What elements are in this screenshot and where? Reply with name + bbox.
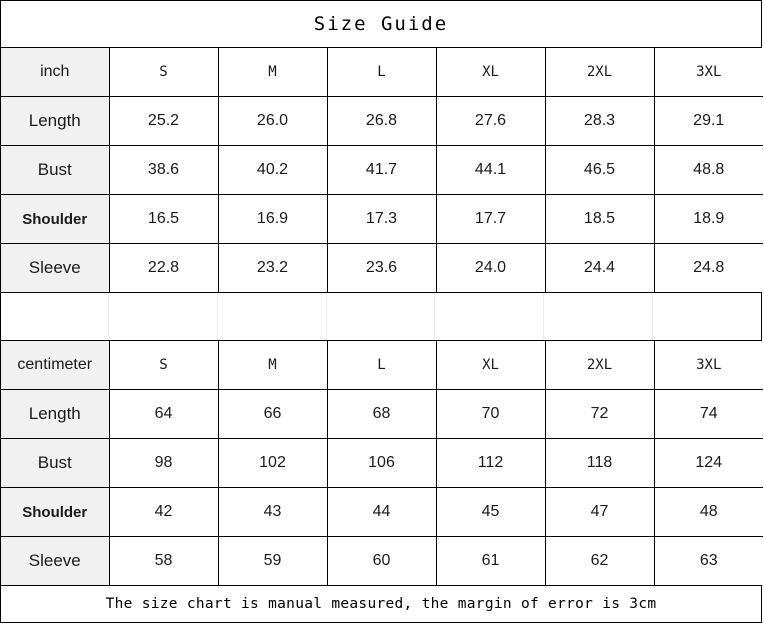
measurement-cell: 60 xyxy=(327,536,437,585)
table-row: Bust 38.6 40.2 41.7 44.1 46.5 48.8 xyxy=(1,145,763,195)
measurement-cell: 24.4 xyxy=(545,243,655,292)
inch-table-body: inch S M L XL 2XL 3XL Length 25.2 26.0 26.8 27.6 28.… xyxy=(1,48,763,292)
table-header-row: centimeter S M L XL 2XL 3XL xyxy=(1,341,763,390)
measurement-cell: 38.6 xyxy=(109,145,219,195)
row-label-shoulder: Shoulder xyxy=(1,487,110,537)
centimeter-table-body: centimeter S M L XL 2XL 3XL Length 64 66 68 70 72 74 B… xyxy=(1,341,763,585)
measurement-cell: 45 xyxy=(436,487,546,537)
row-label-sleeve: Sleeve xyxy=(1,536,110,585)
measurement-cell: 24.8 xyxy=(654,243,763,292)
measurement-cell: 64 xyxy=(109,389,219,439)
measurement-cell: 17.3 xyxy=(327,194,437,244)
row-label-sleeve: Sleeve xyxy=(1,243,110,292)
measurement-cell: 41.7 xyxy=(327,145,437,195)
centimeter-size-table: centimeter S M L XL 2XL 3XL Length 64 66 68 70 72 74 B… xyxy=(1,341,763,585)
measurement-cell: 98 xyxy=(109,438,219,488)
measurement-cell: 118 xyxy=(545,438,655,488)
measurement-cell: 18.9 xyxy=(654,194,763,244)
measurement-cell: 43 xyxy=(218,487,328,537)
measurement-cell: 29.1 xyxy=(654,96,763,146)
footer-note-row: The size chart is manual measured, the m… xyxy=(1,586,761,622)
measurement-cell: 70 xyxy=(436,389,546,439)
spacer-cell xyxy=(653,293,761,340)
measurement-cell: 28.3 xyxy=(545,96,655,146)
size-header-l: L xyxy=(327,341,437,390)
measurement-cell: 46.5 xyxy=(545,145,655,195)
measurement-cell: 17.7 xyxy=(436,194,546,244)
row-label-bust: Bust xyxy=(1,438,110,488)
measurement-cell: 16.9 xyxy=(218,194,328,244)
measurement-cell: 62 xyxy=(545,536,655,585)
spacer-cell xyxy=(544,293,654,340)
page-title: Size Guide xyxy=(313,13,449,35)
size-header-3xl: 3XL xyxy=(654,341,763,390)
spacer-cell xyxy=(1,293,109,340)
table-row: Length 64 66 68 70 72 74 xyxy=(1,389,763,439)
centimeter-table-block: centimeter S M L XL 2XL 3XL Length 64 66 68 70 72 74 B… xyxy=(1,341,763,586)
measurement-cell: 22.8 xyxy=(109,243,219,292)
measurement-cell: 63 xyxy=(654,536,763,585)
table-row: Sleeve 22.8 23.2 23.6 24.0 24.4 24.8 xyxy=(1,243,763,292)
measurement-cell: 16.5 xyxy=(109,194,219,244)
measurement-cell: 68 xyxy=(327,389,437,439)
measurement-cell: 48 xyxy=(654,487,763,537)
table-header-row: inch S M L XL 2XL 3XL xyxy=(1,48,763,97)
measurement-cell: 25.2 xyxy=(109,96,219,146)
measurement-cell: 61 xyxy=(436,536,546,585)
spacer-cell xyxy=(435,293,545,340)
measurement-cell: 26.0 xyxy=(218,96,328,146)
measurement-cell: 24.0 xyxy=(436,243,546,292)
measurement-cell: 58 xyxy=(109,536,219,585)
table-spacer-row xyxy=(1,293,761,341)
size-header-m: M xyxy=(218,48,328,97)
measurement-cell: 66 xyxy=(218,389,328,439)
spacer-cell xyxy=(327,293,436,340)
measurement-cell: 18.5 xyxy=(545,194,655,244)
row-label-bust: Bust xyxy=(1,145,110,195)
table-row: Sleeve 58 59 60 61 62 63 xyxy=(1,536,763,585)
spacer-cell xyxy=(109,293,218,340)
measurement-cell: 40.2 xyxy=(218,145,328,195)
table-row: Shoulder 42 43 44 45 47 48 xyxy=(1,487,763,537)
row-label-length: Length xyxy=(1,389,110,439)
measurement-cell: 48.8 xyxy=(654,145,763,195)
table-row: Length 25.2 26.0 26.8 27.6 28.3 29.1 xyxy=(1,96,763,146)
measurement-cell: 26.8 xyxy=(327,96,437,146)
measurement-cell: 44.1 xyxy=(436,145,546,195)
size-header-3xl: 3XL xyxy=(654,48,763,97)
measurement-cell: 23.6 xyxy=(327,243,437,292)
measurement-cell: 102 xyxy=(218,438,328,488)
size-header-xl: XL xyxy=(436,48,546,97)
size-guide-title-row: Size Guide xyxy=(1,1,761,48)
size-header-xl: XL xyxy=(436,341,546,390)
size-header-l: L xyxy=(327,48,437,97)
table-row: Shoulder 16.5 16.9 17.3 17.7 18.5 18.9 xyxy=(1,194,763,244)
table-row: Bust 98 102 106 112 118 124 xyxy=(1,438,763,488)
measurement-disclaimer: The size chart is manual measured, the m… xyxy=(105,596,657,612)
unit-header-centimeter: centimeter xyxy=(1,341,110,390)
inch-table-block: inch S M L XL 2XL 3XL Length 25.2 26.0 26.8 27.6 28.… xyxy=(1,48,763,293)
measurement-cell: 59 xyxy=(218,536,328,585)
size-header-m: M xyxy=(218,341,328,390)
unit-header-inch: inch xyxy=(1,48,110,97)
measurement-cell: 72 xyxy=(545,389,655,439)
measurement-cell: 23.2 xyxy=(218,243,328,292)
measurement-cell: 27.6 xyxy=(436,96,546,146)
measurement-cell: 44 xyxy=(327,487,437,537)
size-header-2xl: 2XL xyxy=(545,341,655,390)
size-header-s: S xyxy=(109,48,219,97)
measurement-cell: 47 xyxy=(545,487,655,537)
measurement-cell: 42 xyxy=(109,487,219,537)
row-label-shoulder: Shoulder xyxy=(1,194,110,244)
size-header-s: S xyxy=(109,341,219,390)
measurement-cell: 124 xyxy=(654,438,763,488)
measurement-cell: 106 xyxy=(327,438,437,488)
spacer-cell xyxy=(218,293,327,340)
inch-size-table: inch S M L XL 2XL 3XL Length 25.2 26.0 26.8 27.6 28.… xyxy=(1,48,763,292)
size-header-2xl: 2XL xyxy=(545,48,655,97)
measurement-cell: 74 xyxy=(654,389,763,439)
row-label-length: Length xyxy=(1,96,110,146)
measurement-cell: 112 xyxy=(436,438,546,488)
